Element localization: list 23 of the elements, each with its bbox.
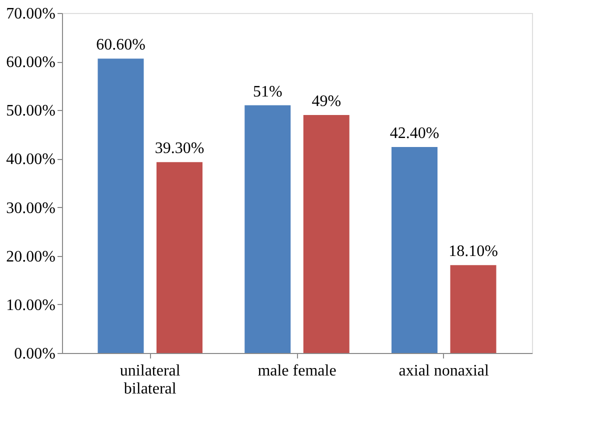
y-tick-label: 0.00% <box>14 346 56 362</box>
y-tick-label: 10.00% <box>6 296 56 314</box>
data-label: 42.40% <box>390 125 440 142</box>
y-tick-label: 50.00% <box>6 102 56 120</box>
bar <box>98 58 144 353</box>
bar <box>244 105 291 353</box>
data-label: 60.60% <box>96 36 146 54</box>
bar <box>392 147 438 353</box>
x-tick-label: unilateral bilateral <box>120 362 181 398</box>
y-tick-label: 40.00% <box>6 151 56 168</box>
data-label: 51% <box>252 83 282 100</box>
y-tick-label: 30.00% <box>6 200 56 217</box>
data-label: 39.30% <box>154 140 204 158</box>
bar <box>450 265 496 353</box>
data-label: 49% <box>312 93 342 110</box>
y-tick-label: 20.00% <box>6 248 56 266</box>
bar <box>156 162 202 353</box>
x-tick-label: male female <box>258 362 336 380</box>
x-tick-label: axial nonaxial <box>398 362 490 380</box>
y-tick-label: 60.00% <box>6 54 56 72</box>
bar <box>303 115 350 353</box>
y-tick-label: 70.00% <box>6 6 56 22</box>
data-label: 18.10% <box>448 243 498 260</box>
